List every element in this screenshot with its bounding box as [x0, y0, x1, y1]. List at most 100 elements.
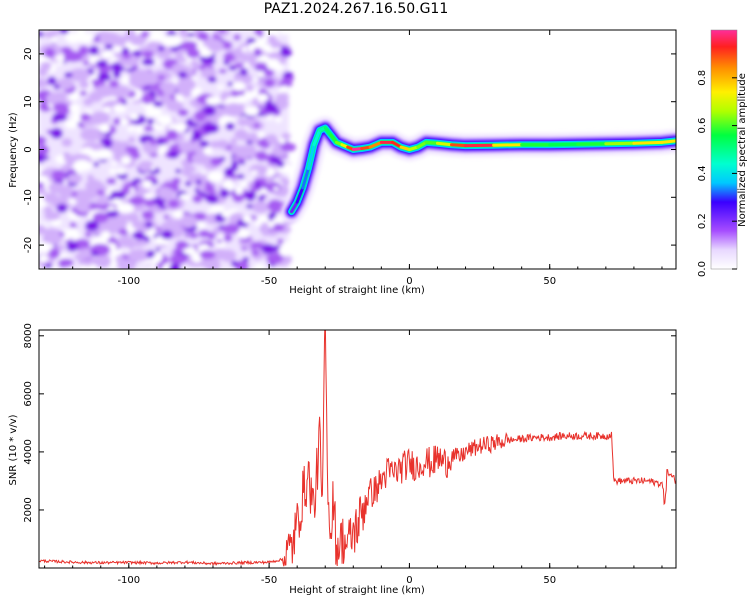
noise-blob [51, 169, 66, 181]
noise-blob [161, 35, 182, 47]
ridge-segment [295, 186, 305, 204]
noise-blob [253, 47, 262, 53]
noise-blob [108, 168, 117, 174]
noise-blob [141, 50, 155, 59]
colorbar-tick-label: 0.6 [697, 118, 708, 134]
noise-blob [187, 173, 208, 185]
x-tick-label: -50 [261, 575, 277, 586]
noise-blob [55, 244, 66, 251]
noise-blob [44, 47, 56, 59]
noise-blob [251, 249, 260, 256]
noise-blob [255, 150, 268, 162]
noise-blob [39, 255, 49, 263]
noise-blob [255, 182, 262, 188]
noise-blob [187, 30, 195, 34]
noise-blob [44, 211, 61, 221]
colorbar-ticks: 0.0 0.2 0.4 0.6 0.8 [697, 70, 737, 277]
noise-blob [244, 190, 257, 200]
noise-blob [223, 234, 233, 242]
noise-blob [257, 72, 265, 78]
noise-blob [119, 118, 129, 126]
noise-blob [202, 123, 220, 134]
noise-blob [127, 248, 150, 262]
noise-blob [100, 50, 113, 60]
noise-blob [64, 72, 73, 78]
noise-blob [217, 233, 224, 239]
noise-blob [250, 241, 264, 252]
noise-blob [106, 177, 117, 185]
colorbar-tick-label: 0.8 [697, 70, 708, 86]
x-tick-label: -100 [117, 575, 140, 586]
noise-blob [182, 246, 196, 255]
noise-blob [39, 78, 49, 89]
noise-blob [136, 125, 144, 132]
noise-blob [239, 181, 249, 188]
noise-blob [157, 45, 165, 52]
noise-blob [174, 122, 187, 133]
y-tick-label: 10 [23, 95, 34, 108]
noise-blob [79, 90, 88, 96]
noise-blob [245, 140, 254, 145]
noise-heatmap [39, 30, 297, 269]
noise-blob [263, 103, 278, 112]
noise-blob [266, 253, 283, 264]
colorbar: 0.0 0.2 0.4 0.6 0.8 Normalized spectral ampl… [697, 29, 748, 277]
noise-blob [236, 229, 251, 239]
noise-blob [66, 241, 79, 252]
noise-blob [232, 191, 245, 203]
noise-blob [230, 260, 239, 267]
noise-blob [39, 31, 44, 38]
noise-blob [85, 179, 103, 194]
noise-blob [221, 211, 229, 218]
noise-blob [231, 161, 239, 168]
noise-blob [192, 194, 203, 204]
noise-blob [279, 30, 291, 35]
spectrogram-x-label: Height of straight line (km) [289, 285, 425, 296]
noise-blob [206, 194, 219, 204]
noise-blob [192, 244, 198, 249]
noise-blob [53, 84, 60, 90]
noise-blob [95, 254, 112, 268]
noise-blob [237, 117, 251, 127]
noise-blob [43, 192, 59, 204]
noise-blob [141, 210, 154, 220]
noise-blob [129, 113, 139, 121]
noise-blob [95, 60, 108, 68]
y-tick-label: 0 [23, 146, 34, 152]
ridge-segment [306, 143, 316, 171]
noise-blob [108, 84, 131, 98]
noise-blob [180, 40, 198, 51]
noise-blob [71, 232, 81, 240]
noise-blob [274, 115, 282, 123]
ridge-segment [424, 140, 439, 145]
noise-blob [207, 58, 216, 64]
x-tick-label: 0 [406, 575, 412, 586]
noise-blob [83, 61, 90, 66]
ridge-segment [368, 140, 383, 149]
noise-blob [241, 46, 248, 53]
noise-blob [199, 250, 216, 260]
y-tick-label: 6000 [23, 381, 34, 406]
noise-blob [93, 148, 113, 160]
noise-blob [222, 102, 246, 117]
noise-blob [227, 81, 233, 87]
noise-blob [252, 77, 260, 82]
noise-blob [139, 31, 150, 38]
noise-blob [78, 45, 89, 56]
noise-blob [65, 31, 82, 44]
noise-blob [128, 136, 136, 144]
noise-blob [131, 151, 141, 160]
noise-blob [82, 192, 97, 201]
y-tick-label: 8000 [23, 323, 34, 348]
ridge-segment [290, 200, 299, 214]
noise-blob [184, 233, 190, 238]
noise-blob [39, 182, 44, 189]
ridge-segment [660, 139, 676, 144]
noise-blob [85, 220, 99, 232]
noise-blob [267, 221, 275, 228]
noise-blob [263, 69, 275, 78]
noise-blob [233, 145, 255, 159]
noise-blob [132, 240, 144, 248]
ridge-segment [301, 167, 310, 190]
